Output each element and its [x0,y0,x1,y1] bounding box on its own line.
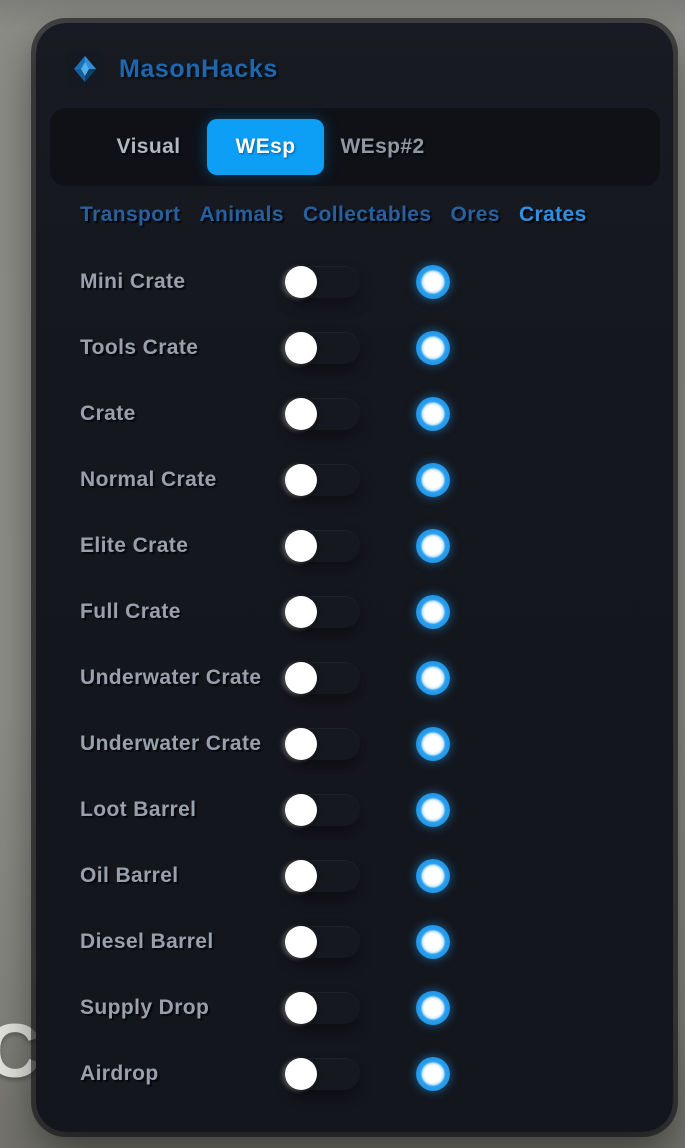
color-picker-button[interactable] [416,859,450,893]
color-picker-button[interactable] [416,265,450,299]
toggle-switch[interactable] [285,530,360,562]
item-label: Loot Barrel [80,798,197,821]
toggle-knob [285,794,317,826]
toggle-knob [285,266,317,298]
color-picker-button[interactable] [416,397,450,431]
toggle-knob [285,926,317,958]
toggle-switch[interactable] [285,398,360,430]
item-label: Elite Crate [80,534,189,557]
color-picker-button[interactable] [416,1057,450,1091]
toggle-switch[interactable] [285,596,360,628]
item-label: Mini Crate [80,270,186,293]
esp-item-row: Elite Crate [36,513,673,579]
toggle-switch[interactable] [285,794,360,826]
item-label: Underwater Crate [80,732,262,755]
item-label: Diesel Barrel [80,930,214,953]
gem-icon [74,56,96,82]
esp-item-row: Mini Crate [36,249,673,315]
toggle-switch[interactable] [285,860,360,892]
subtab-ores[interactable]: Ores [450,203,500,226]
toggle-switch[interactable] [285,662,360,694]
toggle-knob [285,662,317,694]
item-label: Underwater Crate [80,666,262,689]
toggle-knob [285,464,317,496]
esp-item-row: Loot Barrel [36,777,673,843]
toggle-knob [285,530,317,562]
cheat-menu-panel: MasonHacks Visual WEsp WEsp#2 Transport … [36,23,673,1132]
category-tabs: Transport Animals Collectables Ores Crat… [80,203,587,227]
esp-item-row: Supply Drop [36,975,673,1041]
toggle-switch[interactable] [285,1058,360,1090]
item-label: Full Crate [80,600,181,623]
toggle-knob [285,398,317,430]
toggle-knob [285,1058,317,1090]
esp-item-list: Mini Crate Tools Crate Crate Normal Crat… [36,249,673,1107]
toggle-knob [285,596,317,628]
subtab-crates[interactable]: Crates [518,203,587,226]
color-picker-button[interactable] [416,595,450,629]
toggle-knob [285,332,317,364]
color-picker-button[interactable] [416,793,450,827]
item-label: Supply Drop [80,996,210,1019]
toggle-switch[interactable] [285,266,360,298]
esp-item-row: Tools Crate [36,315,673,381]
tab-visual[interactable]: Visual [116,135,181,158]
esp-item-row: Diesel Barrel [36,909,673,975]
item-label: Crate [80,402,136,425]
item-label: Normal Crate [80,468,217,491]
tab-wesp2[interactable]: WEsp#2 [340,135,425,158]
item-label: Tools Crate [80,336,199,359]
esp-item-row: Underwater Crate [36,711,673,777]
app-logo [66,50,104,88]
esp-item-row: Normal Crate [36,447,673,513]
toggle-switch[interactable] [285,926,360,958]
toggle-switch[interactable] [285,332,360,364]
app-title: MasonHacks [119,54,278,83]
toggle-switch[interactable] [285,464,360,496]
color-picker-button[interactable] [416,331,450,365]
subtab-animals[interactable]: Animals [199,203,284,226]
toggle-knob [285,860,317,892]
esp-item-row: Crate [36,381,673,447]
esp-item-row: Oil Barrel [36,843,673,909]
toggle-knob [285,992,317,1024]
color-picker-button[interactable] [416,727,450,761]
tab-wesp[interactable]: WEsp [207,119,324,175]
color-picker-button[interactable] [416,529,450,563]
tab-bar: Visual WEsp WEsp#2 [50,108,660,186]
color-picker-button[interactable] [416,991,450,1025]
subtab-collectables[interactable]: Collectables [302,203,432,226]
toggle-switch[interactable] [285,992,360,1024]
esp-item-row: Underwater Crate [36,645,673,711]
toggle-switch[interactable] [285,728,360,760]
color-picker-button[interactable] [416,463,450,497]
color-picker-button[interactable] [416,661,450,695]
color-picker-button[interactable] [416,925,450,959]
item-label: Airdrop [80,1062,159,1085]
item-label: Oil Barrel [80,864,179,887]
panel-header: MasonHacks [66,49,278,89]
subtab-transport[interactable]: Transport [80,203,181,226]
toggle-knob [285,728,317,760]
esp-item-row: Airdrop [36,1041,673,1107]
esp-item-row: Full Crate [36,579,673,645]
